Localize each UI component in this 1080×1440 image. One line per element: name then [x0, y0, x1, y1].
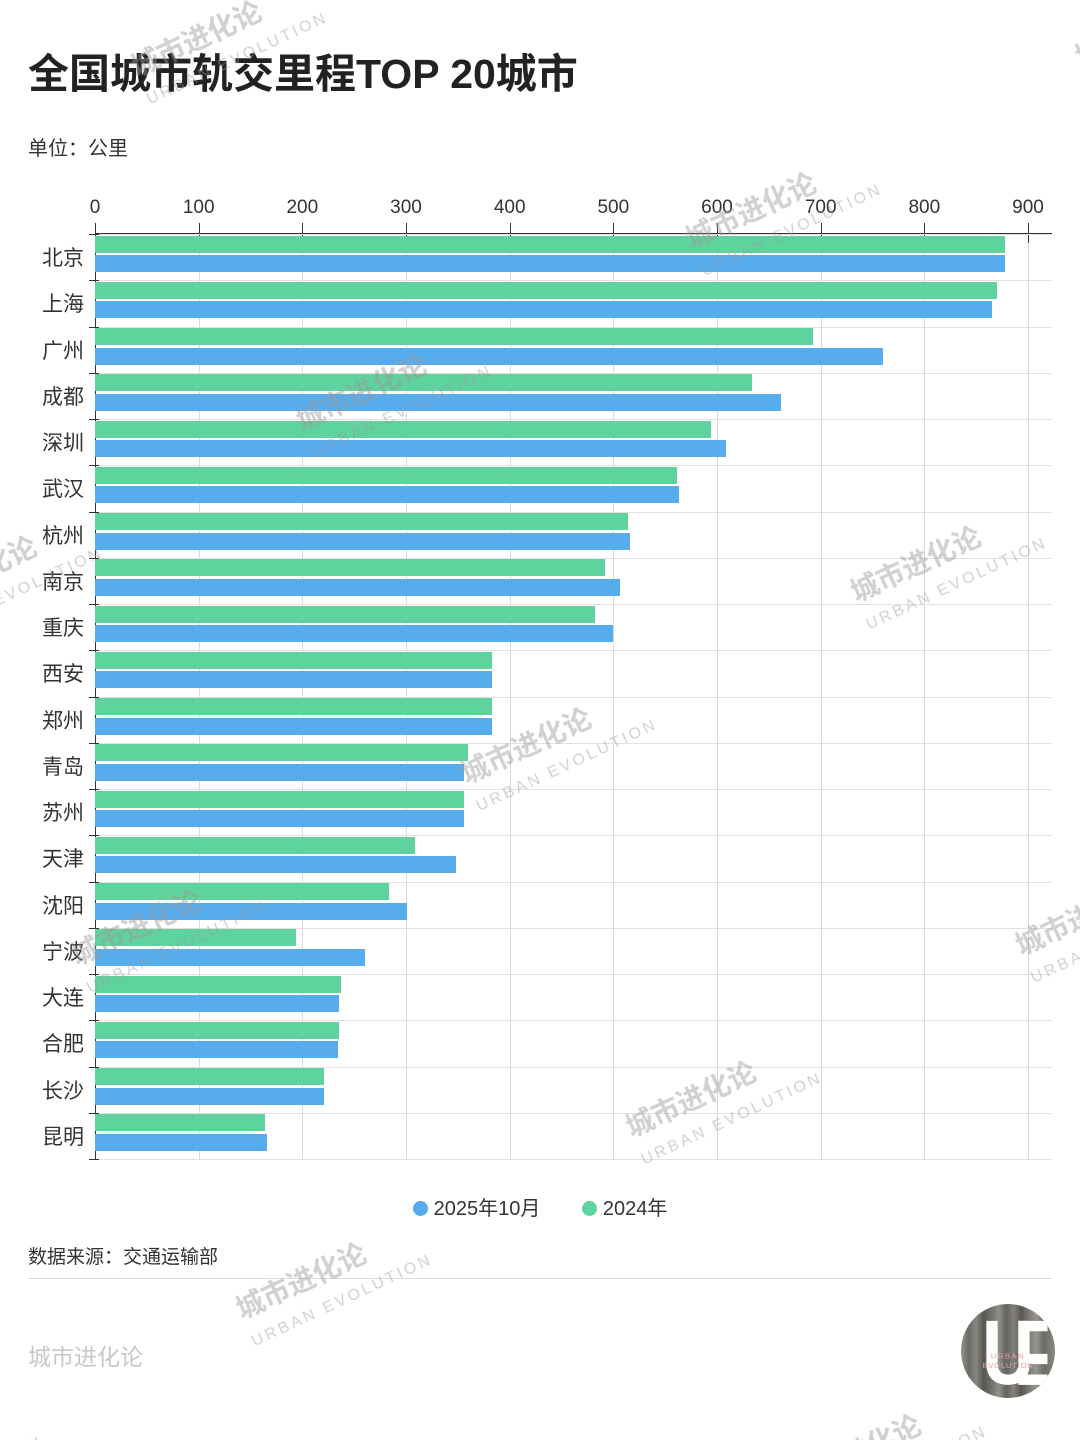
- svg-text:URBAN: URBAN: [991, 1352, 1025, 1361]
- svg-text:EVOLUTION: EVOLUTION: [982, 1361, 1033, 1370]
